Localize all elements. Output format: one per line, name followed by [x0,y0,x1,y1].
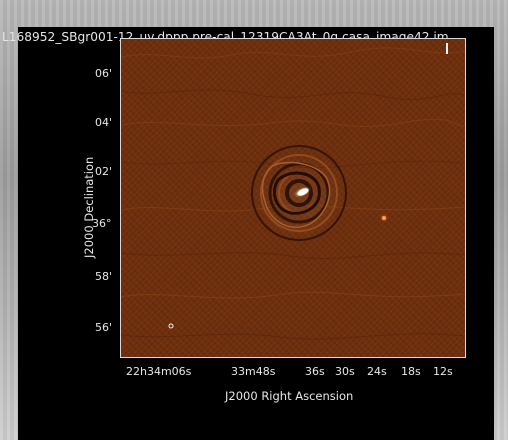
beam-marker [168,323,174,329]
y-tick-56: 56' [95,321,113,334]
radio-image-panel [120,38,466,358]
x-tick-24s: 24s [367,365,387,378]
bright-core-peak [297,188,309,196]
radio-map-artwork [121,47,465,340]
y-tick-58: 58' [95,270,113,283]
x-axis-title: J2000 Right Ascension [225,389,354,403]
y-tick-36deg: 36° [92,217,112,230]
x-tick-33m48s: 33m48s [231,365,276,378]
y-tick-04: 04' [95,116,113,129]
y-tick-02: 02' [95,165,113,178]
y-axis-title: J2000 Declination [82,156,96,258]
x-tick-12s: 12s [433,365,453,378]
central-ripple-structure [251,145,347,241]
x-tick-30s: 30s [335,365,355,378]
x-tick-36s: 36s [305,365,325,378]
x-tick-18s: 18s [401,365,421,378]
scale-bar-indicator [446,43,448,54]
noise-texture [121,47,465,340]
x-tick-22h34m06s: 22h34m06s [126,365,192,378]
y-tick-06: 06' [95,67,113,80]
secondary-source-peak [382,216,386,220]
